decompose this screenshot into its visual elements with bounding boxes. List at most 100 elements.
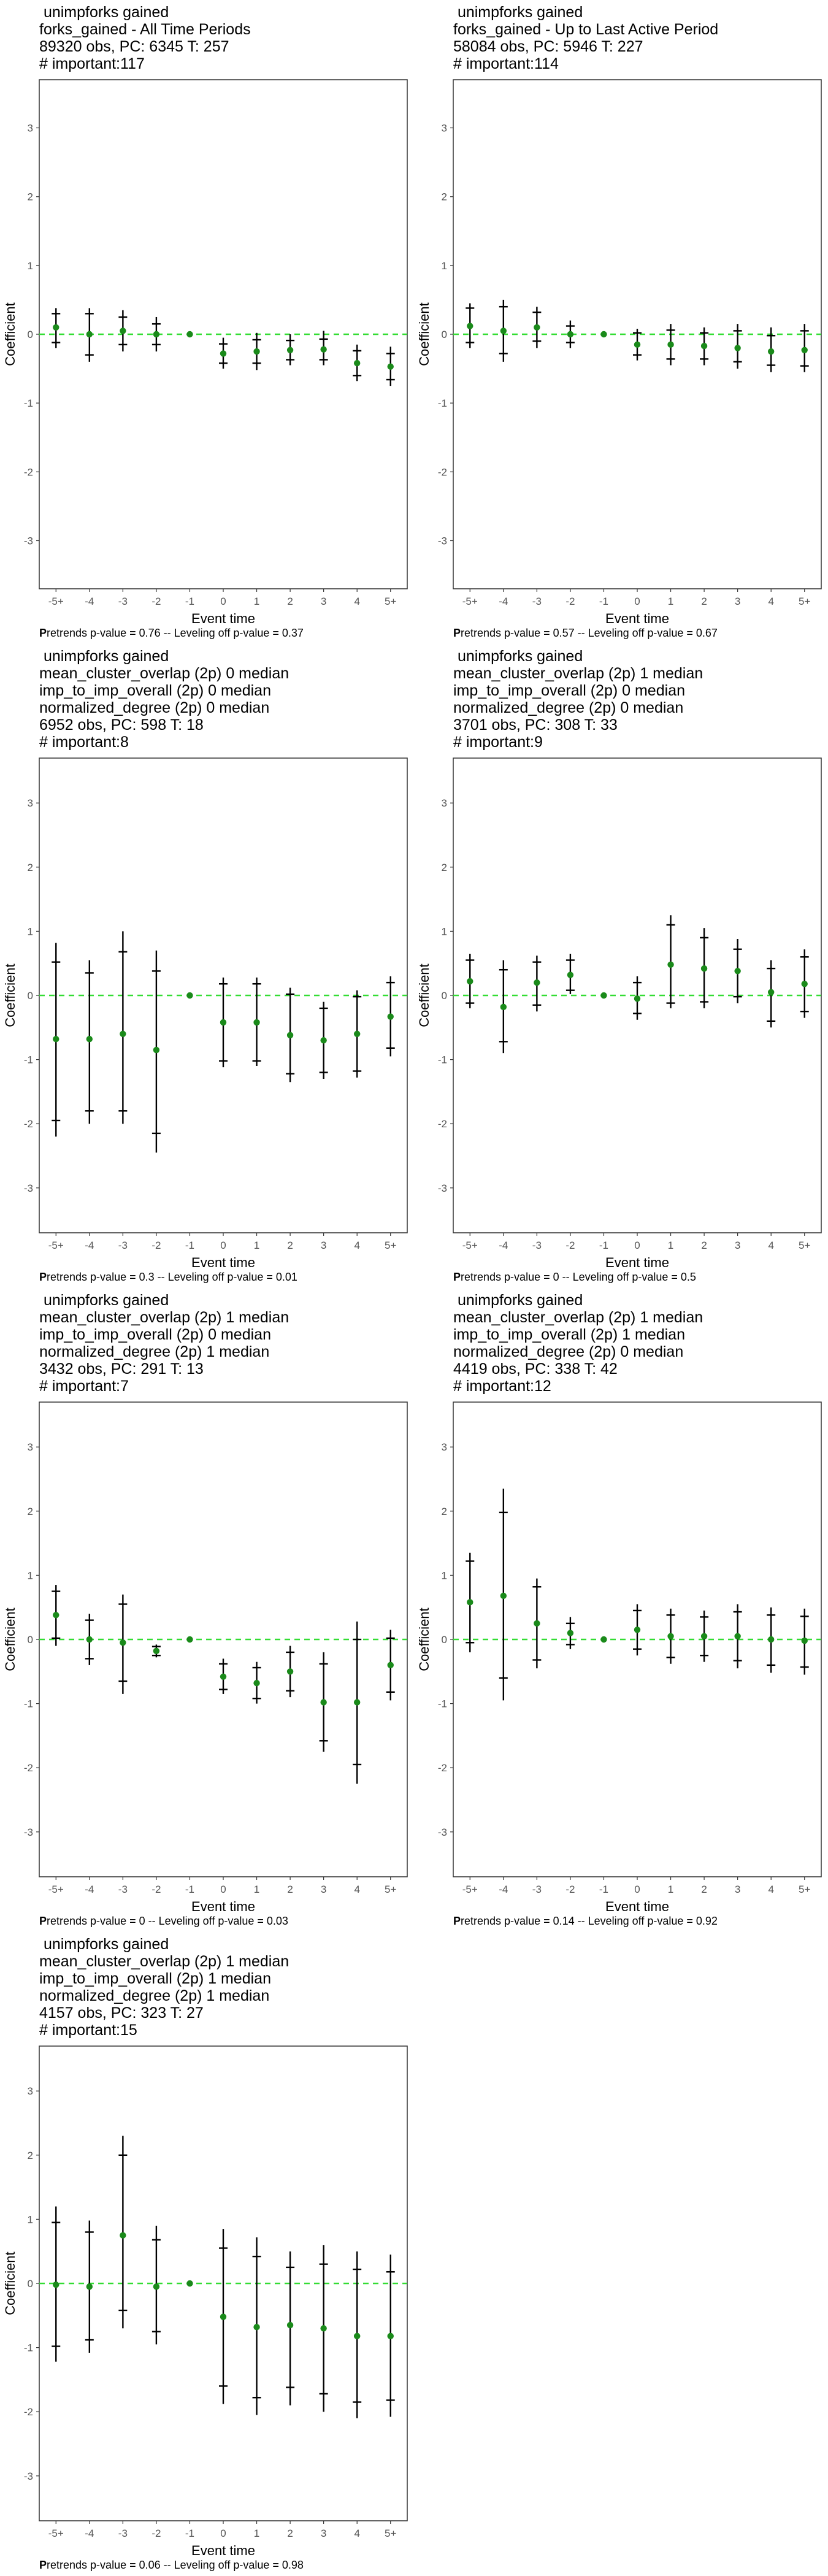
estimate-point: [120, 1030, 126, 1037]
y-tick-label: 0: [442, 990, 447, 1002]
estimate-point: [120, 2232, 126, 2239]
x-tick-label: -3: [118, 596, 128, 607]
estimate-point: [801, 980, 808, 987]
x-tick-label: -2: [565, 1240, 575, 1251]
estimate-point: [353, 2333, 361, 2339]
chart-panel-7: unimpforks gained mean_cluster_overlap (2…: [0, 1932, 414, 2576]
x-tick-label: -3: [532, 596, 542, 607]
x-tick-label: 2: [287, 2528, 293, 2539]
pvalue-footer-text: retrends p-value = 0.57 -- Leveling off …: [461, 627, 718, 639]
y-tick-label: 2: [28, 2150, 33, 2161]
estimate-point: [734, 1633, 741, 1639]
estimate-point: [286, 347, 294, 353]
pvalue-footer-initial: P: [453, 627, 461, 639]
x-tick-label: 4: [768, 1884, 773, 1895]
estimate-point: [534, 1620, 540, 1627]
x-axis-label: Event time: [605, 1255, 669, 1270]
chart-title-line: unimpforks gained: [453, 648, 583, 665]
chart-title-line: normalized_degree (2p) 1 median: [39, 1987, 270, 2004]
chart-title-line: unimpforks gained: [39, 1292, 169, 1309]
y-tick-label: -2: [24, 1118, 33, 1130]
x-tick-label: 1: [668, 1884, 673, 1895]
estimate-point: [700, 342, 708, 350]
estimate-point: [153, 2283, 160, 2290]
x-tick-label: 2: [701, 1240, 707, 1251]
x-axis-label: Event time: [191, 1255, 255, 1270]
x-axis-label: Event time: [191, 611, 255, 626]
pvalue-footer: Pretrends p-value = 0.14 -- Leveling off…: [453, 1915, 718, 1928]
x-tick-label: -5+: [462, 596, 478, 607]
x-tick-label: -1: [599, 596, 608, 607]
chart-title-line: # important:12: [453, 1378, 551, 1395]
chart-title-line: # important:114: [453, 55, 559, 72]
estimate-point: [253, 2323, 260, 2331]
x-tick-label: -4: [499, 1240, 508, 1251]
y-tick-label: 3: [28, 797, 33, 809]
estimate-point: [767, 1636, 775, 1643]
chart-title-line: mean_cluster_overlap (2p) 1 median: [453, 1309, 703, 1326]
chart-panel-4: unimpforks gained mean_cluster_overlap (2…: [414, 644, 828, 1288]
estimate-point: [600, 331, 607, 338]
chart-title-line: mean_cluster_overlap (2p) 0 median: [39, 665, 289, 682]
estimate-point: [500, 328, 507, 334]
chart-title-line: # important:9: [453, 734, 543, 751]
chart-svg: 3 2 1 0 -1 -2 -3 -5+ -4 -3 -2 -1 0 1 2 3 4 5+ Event time Co…: [2, 2045, 408, 2558]
y-tick-label: -3: [24, 535, 33, 546]
chart-title: unimpforks gained mean_cluster_overlap (2…: [39, 648, 407, 751]
pvalue-footer-initial: P: [39, 1915, 47, 1927]
chart-panel-3: unimpforks gained mean_cluster_overlap (2…: [0, 644, 414, 1288]
x-tick-label: 0: [634, 1240, 640, 1251]
estimate-point: [320, 2325, 327, 2332]
estimate-point: [534, 979, 540, 986]
y-axis-label: Coefficient: [2, 2252, 18, 2315]
y-tick-label: 3: [28, 1441, 33, 1453]
y-tick-label: -1: [24, 1698, 33, 1710]
x-tick-label: 3: [321, 2528, 326, 2539]
estimate-point: [253, 1679, 260, 1687]
y-axis-label: Coefficient: [416, 1608, 432, 1671]
estimate-point: [667, 961, 674, 968]
x-tick-label: 1: [254, 1240, 259, 1251]
pvalue-footer: Pretrends p-value = 0.3 -- Leveling off …: [39, 1271, 297, 1284]
y-tick-label: 1: [442, 926, 447, 937]
x-tick-label: 5+: [799, 1240, 810, 1251]
y-tick-label: -3: [438, 1183, 447, 1194]
y-tick-label: 0: [442, 329, 447, 340]
chart-panel-2: unimpforks gained forks_gained - Up to La…: [414, 0, 828, 644]
y-tick-label: -1: [438, 397, 447, 409]
chart-title-line: normalized_degree (2p) 0 median: [453, 699, 684, 716]
estimate-point: [534, 324, 540, 331]
estimate-point: [220, 350, 227, 357]
y-tick-label: -1: [24, 1054, 33, 1066]
estimate-point: [86, 2283, 93, 2290]
estimate-point: [320, 346, 327, 353]
estimate-point: [186, 992, 193, 999]
estimate-point: [467, 1599, 473, 1606]
estimate-point: [767, 348, 775, 355]
x-tick-label: -4: [85, 596, 94, 607]
x-tick-label: 5+: [799, 1884, 810, 1895]
x-tick-label: -1: [599, 1240, 608, 1251]
x-tick-label: 2: [701, 1884, 707, 1895]
x-tick-label: -1: [185, 596, 194, 607]
chart-title-line: unimpforks gained: [39, 4, 169, 21]
chart-title: unimpforks gained mean_cluster_overlap (2…: [39, 1936, 407, 2039]
estimate-point: [186, 2280, 193, 2287]
estimate-point: [220, 1673, 227, 1680]
x-tick-label: 0: [220, 2528, 226, 2539]
x-tick-label: -1: [185, 2528, 194, 2539]
estimate-point: [467, 323, 473, 329]
x-tick-label: -5+: [462, 1240, 478, 1251]
x-tick-label: -3: [532, 1884, 542, 1895]
x-tick-label: -4: [499, 1884, 508, 1895]
x-tick-label: 1: [668, 1240, 673, 1251]
x-tick-label: 4: [354, 596, 359, 607]
pvalue-footer-initial: P: [39, 1271, 47, 1283]
x-tick-label: 3: [321, 1884, 326, 1895]
estimate-point: [53, 2281, 59, 2288]
chart-title: unimpforks gained mean_cluster_overlap (2…: [453, 1292, 821, 1395]
chart-title-line: mean_cluster_overlap (2p) 1 median: [39, 1309, 289, 1326]
estimate-point: [567, 1630, 574, 1636]
y-tick-label: -2: [438, 1762, 447, 1774]
x-tick-label: 2: [287, 596, 293, 607]
